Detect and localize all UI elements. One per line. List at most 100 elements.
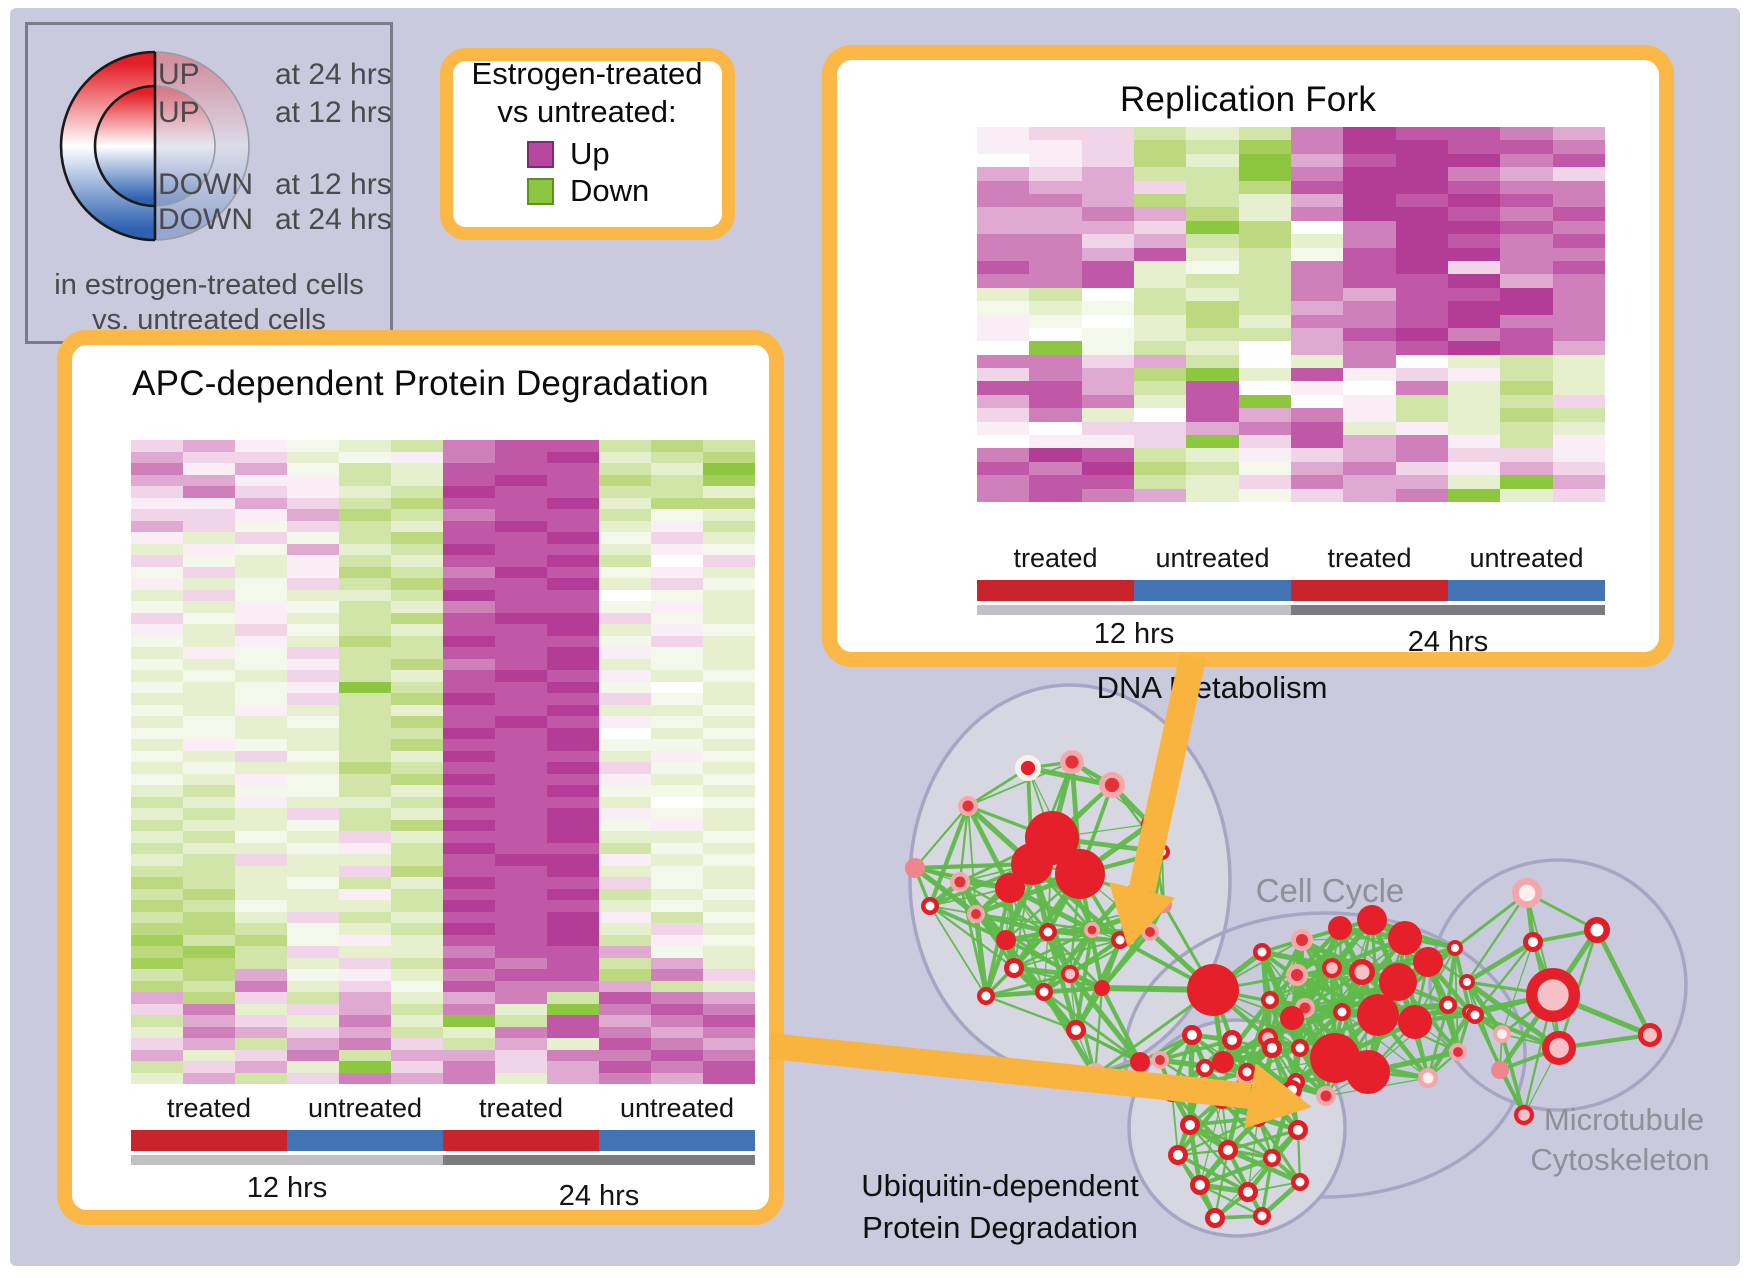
- heatmap-cell: [1133, 341, 1187, 355]
- heatmap-cell: [703, 865, 755, 877]
- heatmap-cell: [287, 589, 339, 601]
- heatmap-cell: [1029, 341, 1082, 355]
- heatmap-cell: [287, 992, 339, 1004]
- heatmap-cell: [183, 635, 235, 647]
- heatmap-cell: [1500, 368, 1553, 382]
- untreated-bar: [287, 1130, 443, 1151]
- heatmap-cell: [443, 463, 495, 475]
- heatmap-cell: [1343, 220, 1396, 235]
- heatmap-cell: [1029, 448, 1082, 462]
- heatmap-cell: [651, 1072, 703, 1084]
- heatmap-cell: [1133, 461, 1187, 476]
- heatmap-cell: [599, 946, 651, 958]
- heatmap-cell: [977, 461, 1030, 476]
- heatmap-cell: [1081, 394, 1134, 409]
- heatmap-cell: [443, 934, 495, 946]
- heatmap-cell: [1343, 140, 1396, 154]
- heatmap-cell: [1081, 234, 1134, 248]
- heatmap-cell: [703, 888, 755, 900]
- time-bar-12hrs: [131, 1155, 443, 1165]
- heatmap-cell: [183, 1072, 235, 1084]
- heatmap-cell: [1238, 301, 1291, 315]
- heatmap-cell: [703, 946, 755, 958]
- heatmap-cell: [1395, 301, 1448, 315]
- heatmap-cell: [183, 601, 235, 613]
- heatmap-cell: [443, 1049, 495, 1061]
- heatmap-cell: [339, 1026, 391, 1038]
- heatmap-cell: [235, 566, 287, 578]
- heatmap-cell: [391, 1038, 443, 1050]
- heatmap-cell: [1500, 140, 1553, 154]
- heatmap-cell: [287, 877, 339, 889]
- heatmap-cell: [391, 957, 443, 969]
- heatmap-cell: [1238, 368, 1291, 382]
- heatmap-cell: [235, 601, 287, 613]
- heatmap-cell: [287, 463, 339, 475]
- heatmap-cell: [547, 900, 599, 912]
- ring-direction-label: DOWN: [158, 203, 253, 236]
- heatmap-cell: [339, 532, 391, 544]
- heatmap-cell: [547, 658, 599, 670]
- ring-legend-box: UP at 24 hrs UP at 12 hrs DOWN at 12 hrs DOWN a…: [25, 22, 393, 344]
- heatmap-cell: [495, 877, 547, 889]
- heatmap-cell: [977, 448, 1030, 462]
- heatmap-cell: [651, 1015, 703, 1027]
- heatmap-cell: [703, 842, 755, 854]
- ring-direction-label: UP: [158, 58, 200, 91]
- heatmap-cell: [287, 532, 339, 544]
- heatmap-cell: [1029, 153, 1082, 168]
- heatmap-cell: [651, 1038, 703, 1050]
- heatmap-cell: [651, 681, 703, 693]
- heatmap-cell: [1133, 140, 1187, 154]
- heatmap-cell: [131, 624, 183, 636]
- heatmap-cell: [1186, 381, 1239, 395]
- heatmap-cell: [703, 992, 755, 1004]
- heatmap-cell: [235, 819, 287, 831]
- heatmap-cell: [703, 785, 755, 797]
- heatmap-cell: [1395, 354, 1448, 369]
- heatmap-cell: [339, 589, 391, 601]
- heatmap-cell: [1186, 260, 1239, 275]
- heatmap-cell: [599, 509, 651, 521]
- heatmap-cell: [235, 934, 287, 946]
- heatmap-cell: [1395, 287, 1448, 302]
- heatmap-cell: [1552, 341, 1605, 355]
- untreated-bar: [599, 1130, 755, 1151]
- heatmap-cell: [977, 354, 1030, 369]
- heatmap-cell: [443, 612, 495, 624]
- heatmap-cell: [977, 341, 1030, 355]
- heatmap-cell: [651, 543, 703, 555]
- heatmap-cell: [183, 451, 235, 463]
- heatmap-cell: [287, 612, 339, 624]
- heatmap-cell: [599, 865, 651, 877]
- heatmap-cell: [703, 543, 755, 555]
- heatmap-cell: [1186, 354, 1239, 369]
- heatmap-cell: [1186, 475, 1239, 489]
- treated-bar: [131, 1130, 287, 1151]
- heatmap-cell: [339, 566, 391, 578]
- heatmap-cell: [495, 796, 547, 808]
- heatmap-cell: [391, 624, 443, 636]
- heatmap-cell: [547, 980, 599, 992]
- heatmap-cell: [391, 670, 443, 682]
- heatmap-cell: [183, 773, 235, 785]
- heatmap-cell: [131, 509, 183, 521]
- heatmap-cell: [495, 739, 547, 751]
- heatmap-cell: [443, 923, 495, 935]
- heatmap-cell: [547, 808, 599, 820]
- heatmap-cell: [287, 601, 339, 613]
- heatmap-cell: [183, 831, 235, 843]
- heatmap-cell: [703, 1015, 755, 1027]
- heatmap-cell: [599, 520, 651, 532]
- treated-bar: [443, 1130, 599, 1151]
- heatmap-cell: [651, 589, 703, 601]
- heatmap-cell: [703, 658, 755, 670]
- heatmap-cell: [287, 520, 339, 532]
- heatmap-cell: [599, 451, 651, 463]
- heatmap-cell: [1029, 274, 1082, 288]
- heatmap-cell: [547, 1061, 599, 1073]
- heatmap-cell: [651, 727, 703, 739]
- heatmap-cell: [235, 543, 287, 555]
- heatmap-cell: [443, 831, 495, 843]
- heatmap-cell: [1290, 394, 1344, 409]
